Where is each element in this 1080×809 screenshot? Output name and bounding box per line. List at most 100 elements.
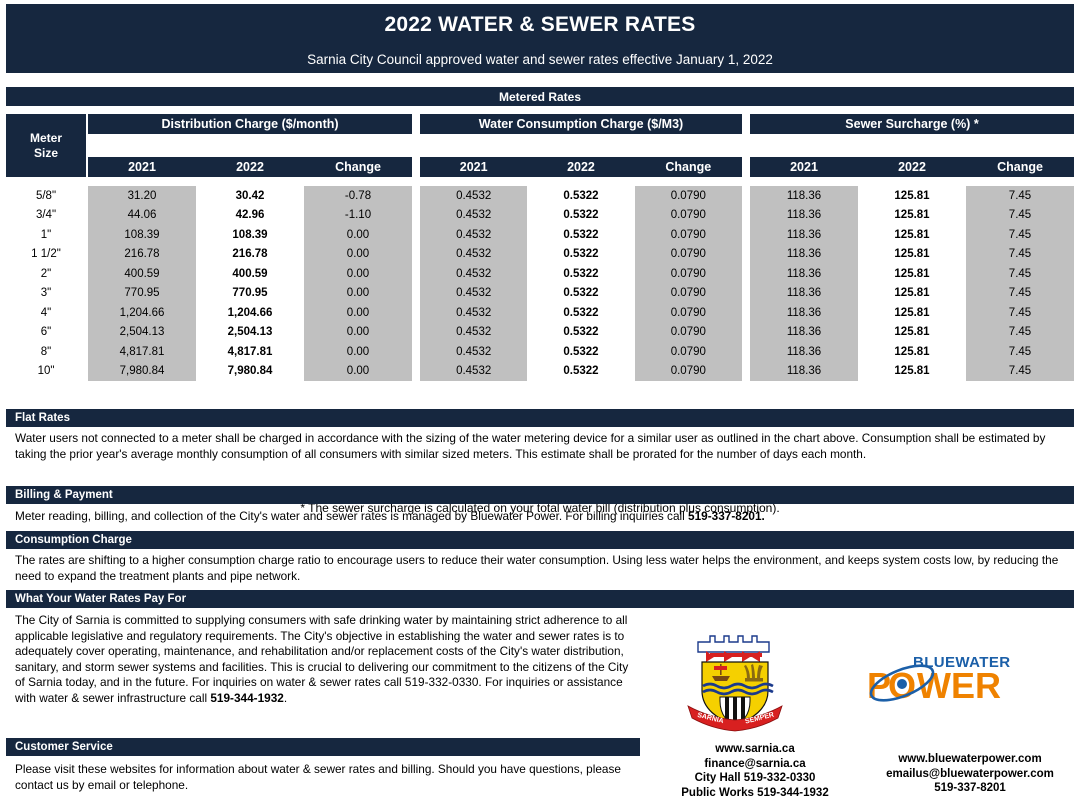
cell-y2022: 0.5322 [563, 189, 599, 202]
bluewater-email[interactable]: emailus@bluewaterpower.com [886, 767, 1054, 780]
cell-change: 0.0790 [670, 365, 706, 378]
cell-y2022: 125.81 [894, 267, 930, 280]
table-row-meter-size: 6" [6, 323, 86, 343]
cell-y2022: 0.5322 [563, 345, 599, 358]
sarnia-email[interactable]: finance@sarnia.ca [704, 757, 806, 770]
table-row: 0.4532 0.5322 0.0790 [420, 284, 742, 304]
cell-y2022: 125.81 [894, 287, 930, 300]
subheader-sewer-2021: 2021 [790, 160, 818, 174]
cell-y2021: 0.4532 [456, 228, 492, 241]
table-row: 44.06 42.96 -1.10 [88, 206, 412, 226]
bluewater-power-logo: BLUEWATER P O WER [867, 654, 1010, 706]
table-row-meter-size: 3/4" [6, 206, 86, 226]
cell-y2021: 0.4532 [456, 189, 492, 202]
ship-icon [712, 664, 730, 681]
cell-y2021: 31.20 [127, 189, 157, 202]
table-row: 0.4532 0.5322 0.0790 [420, 264, 742, 284]
cell-y2022: 0.5322 [563, 228, 599, 241]
section-header-customer-service: Customer Service [6, 738, 640, 756]
group-header-sewer: Sewer Surcharge (%) * [750, 114, 1074, 134]
cell-change: 0.00 [346, 248, 370, 261]
table-row: 7,980.84 7,980.84 0.00 [88, 362, 412, 382]
meter-size-value: 1" [40, 228, 52, 241]
cell-change: 7.45 [1008, 248, 1032, 261]
page-subtitle: Sarnia City Council approved water and s… [307, 52, 773, 67]
cell-y2021: 770.95 [124, 287, 160, 300]
meter-size-value: 2" [40, 267, 52, 280]
cell-y2022: 125.81 [894, 345, 930, 358]
cell-y2022: 0.5322 [563, 326, 599, 339]
subheader-consumption-2021: 2021 [459, 160, 488, 174]
subheader-consumption-2022: 2022 [567, 160, 595, 174]
cell-change: 0.0790 [670, 267, 706, 280]
cell-change: 0.00 [346, 326, 370, 339]
bluewater-website[interactable]: www.bluewaterpower.com [898, 753, 1042, 765]
rows-sewer: 118.36 125.81 7.45 118.36 125.81 7.45 118.36 12… [750, 186, 1074, 381]
cell-y2021: 0.4532 [456, 326, 492, 339]
table-row-meter-size: 8" [6, 342, 86, 362]
metered-rates-banner: Metered Rates [6, 87, 1074, 106]
orbit-ring-icon [869, 664, 935, 702]
section-header-consumption-charge: Consumption Charge [6, 531, 1074, 549]
cell-y2021: 118.36 [786, 248, 822, 261]
cell-y2021: 1,204.66 [119, 306, 165, 319]
shade-distribution-change [304, 186, 412, 381]
billing-phone: 519-337-8201. [688, 509, 765, 523]
cell-change: 0.00 [346, 267, 370, 280]
subheader-distribution-2021: 2021 [128, 160, 156, 174]
cell-y2021: 0.4532 [456, 267, 492, 280]
cell-y2022: 125.81 [894, 306, 930, 319]
cell-y2021: 4,817.81 [119, 345, 165, 358]
table-row: 0.4532 0.5322 0.0790 [420, 206, 742, 226]
table-row: 118.36 125.81 7.45 [750, 362, 1074, 382]
billing-text: Meter reading, billing, and collection o… [15, 509, 689, 523]
cell-y2022: 0.5322 [563, 287, 599, 300]
cell-y2021: 0.4532 [456, 209, 492, 222]
sarnia-website[interactable]: www.sarnia.ca [715, 743, 795, 755]
table-row: 108.39 108.39 0.00 [88, 225, 412, 245]
table-row: 118.36 125.81 7.45 [750, 323, 1074, 343]
cell-y2022: 770.95 [232, 287, 268, 300]
cell-y2021: 7,980.84 [119, 365, 165, 378]
table-row: 118.36 125.81 7.45 [750, 284, 1074, 304]
sarnia-city-hall-phone: City Hall 519-332-0330 [694, 772, 816, 784]
table-row: 0.4532 0.5322 0.0790 [420, 303, 742, 323]
document-header: 2022 WATER & SEWER RATES Sarnia City Cou… [6, 4, 1074, 73]
table-row: 0.4532 0.5322 0.0790 [420, 186, 742, 206]
meter-size-value: 10" [37, 365, 55, 378]
group-header-distribution: Distribution Charge ($/month) [88, 114, 412, 134]
sarnia-contact-block: www.sarnia.ca finance@sarnia.ca City Hal… [660, 742, 850, 800]
section-body-billing: Meter reading, billing, and collection o… [6, 509, 1068, 525]
cell-change: 0.0790 [670, 209, 706, 222]
cell-y2021: 0.4532 [456, 365, 492, 378]
cell-y2022: 125.81 [894, 326, 930, 339]
group-header-consumption: Water Consumption Charge ($/M3) [420, 114, 742, 134]
cell-y2021: 0.4532 [456, 345, 492, 358]
table-row: 118.36 125.81 7.45 [750, 245, 1074, 265]
cell-y2022: 2,504.13 [227, 326, 273, 339]
power-letters-wer: WER [917, 665, 1001, 706]
meter-size-value: 4" [40, 306, 52, 319]
table-row: 118.36 125.81 7.45 [750, 303, 1074, 323]
table-row: 0.4532 0.5322 0.0790 [420, 323, 742, 343]
wheat-sheaf-icon [744, 664, 763, 682]
cell-change: -1.10 [344, 209, 372, 222]
cell-y2021: 118.36 [786, 209, 822, 222]
table-row: 118.36 125.81 7.45 [750, 186, 1074, 206]
cell-y2021: 108.39 [124, 228, 160, 241]
table-row: 118.36 125.81 7.45 [750, 342, 1074, 362]
cell-y2021: 216.78 [124, 248, 160, 261]
cell-y2022: 30.42 [235, 189, 265, 202]
cell-y2021: 118.36 [786, 326, 822, 339]
cell-change: 0.0790 [670, 248, 706, 261]
meter-size-value: 6" [40, 326, 52, 339]
sarnia-public-works-phone: Public Works 519-344-1932 [681, 786, 829, 799]
meter-size-value: 8" [40, 345, 52, 358]
table-row-meter-size: 1 1/2" [6, 245, 86, 265]
table-row-meter-size: 10" [6, 362, 86, 382]
table-row: 118.36 125.81 7.45 [750, 264, 1074, 284]
rows-consumption: 0.4532 0.5322 0.0790 0.4532 0.5322 0.0790 0.45… [420, 186, 742, 381]
table-row: 770.95 770.95 0.00 [88, 284, 412, 304]
cell-y2022: 125.81 [894, 209, 930, 222]
subheader-sewer-2022: 2022 [898, 160, 926, 174]
